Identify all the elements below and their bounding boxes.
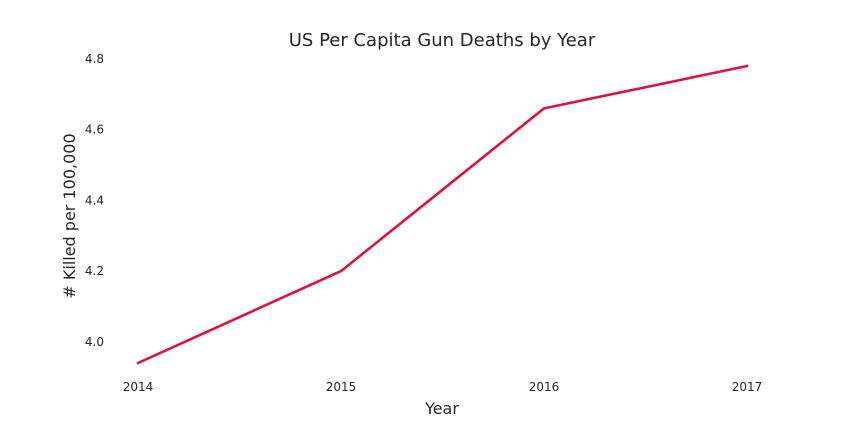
x-tick-label: 2015 bbox=[326, 380, 357, 394]
x-axis-ticks: 2014 2015 2016 2017 bbox=[123, 380, 763, 394]
y-tick-label: 4.2 bbox=[85, 264, 104, 278]
y-tick-label: 4.8 bbox=[85, 52, 104, 66]
y-axis-ticks: 4.0 4.2 4.4 4.6 4.8 bbox=[85, 52, 104, 349]
data-point bbox=[136, 361, 140, 365]
y-axis-label: # Killed per 100,000 bbox=[60, 133, 79, 298]
y-tick-label: 4.4 bbox=[85, 193, 104, 207]
x-tick-label: 2014 bbox=[123, 380, 154, 394]
chart-title: US Per Capita Gun Deaths by Year bbox=[289, 30, 596, 51]
x-tick-label: 2016 bbox=[529, 380, 560, 394]
series-group bbox=[136, 64, 749, 365]
data-point bbox=[745, 64, 749, 68]
y-tick-label: 4.0 bbox=[85, 335, 104, 349]
x-tick-label: 2017 bbox=[732, 380, 763, 394]
y-tick-label: 4.6 bbox=[85, 123, 104, 137]
x-axis-label: Year bbox=[424, 399, 459, 418]
data-point bbox=[339, 269, 343, 273]
series-line bbox=[136, 64, 749, 365]
data-point bbox=[542, 107, 546, 110]
